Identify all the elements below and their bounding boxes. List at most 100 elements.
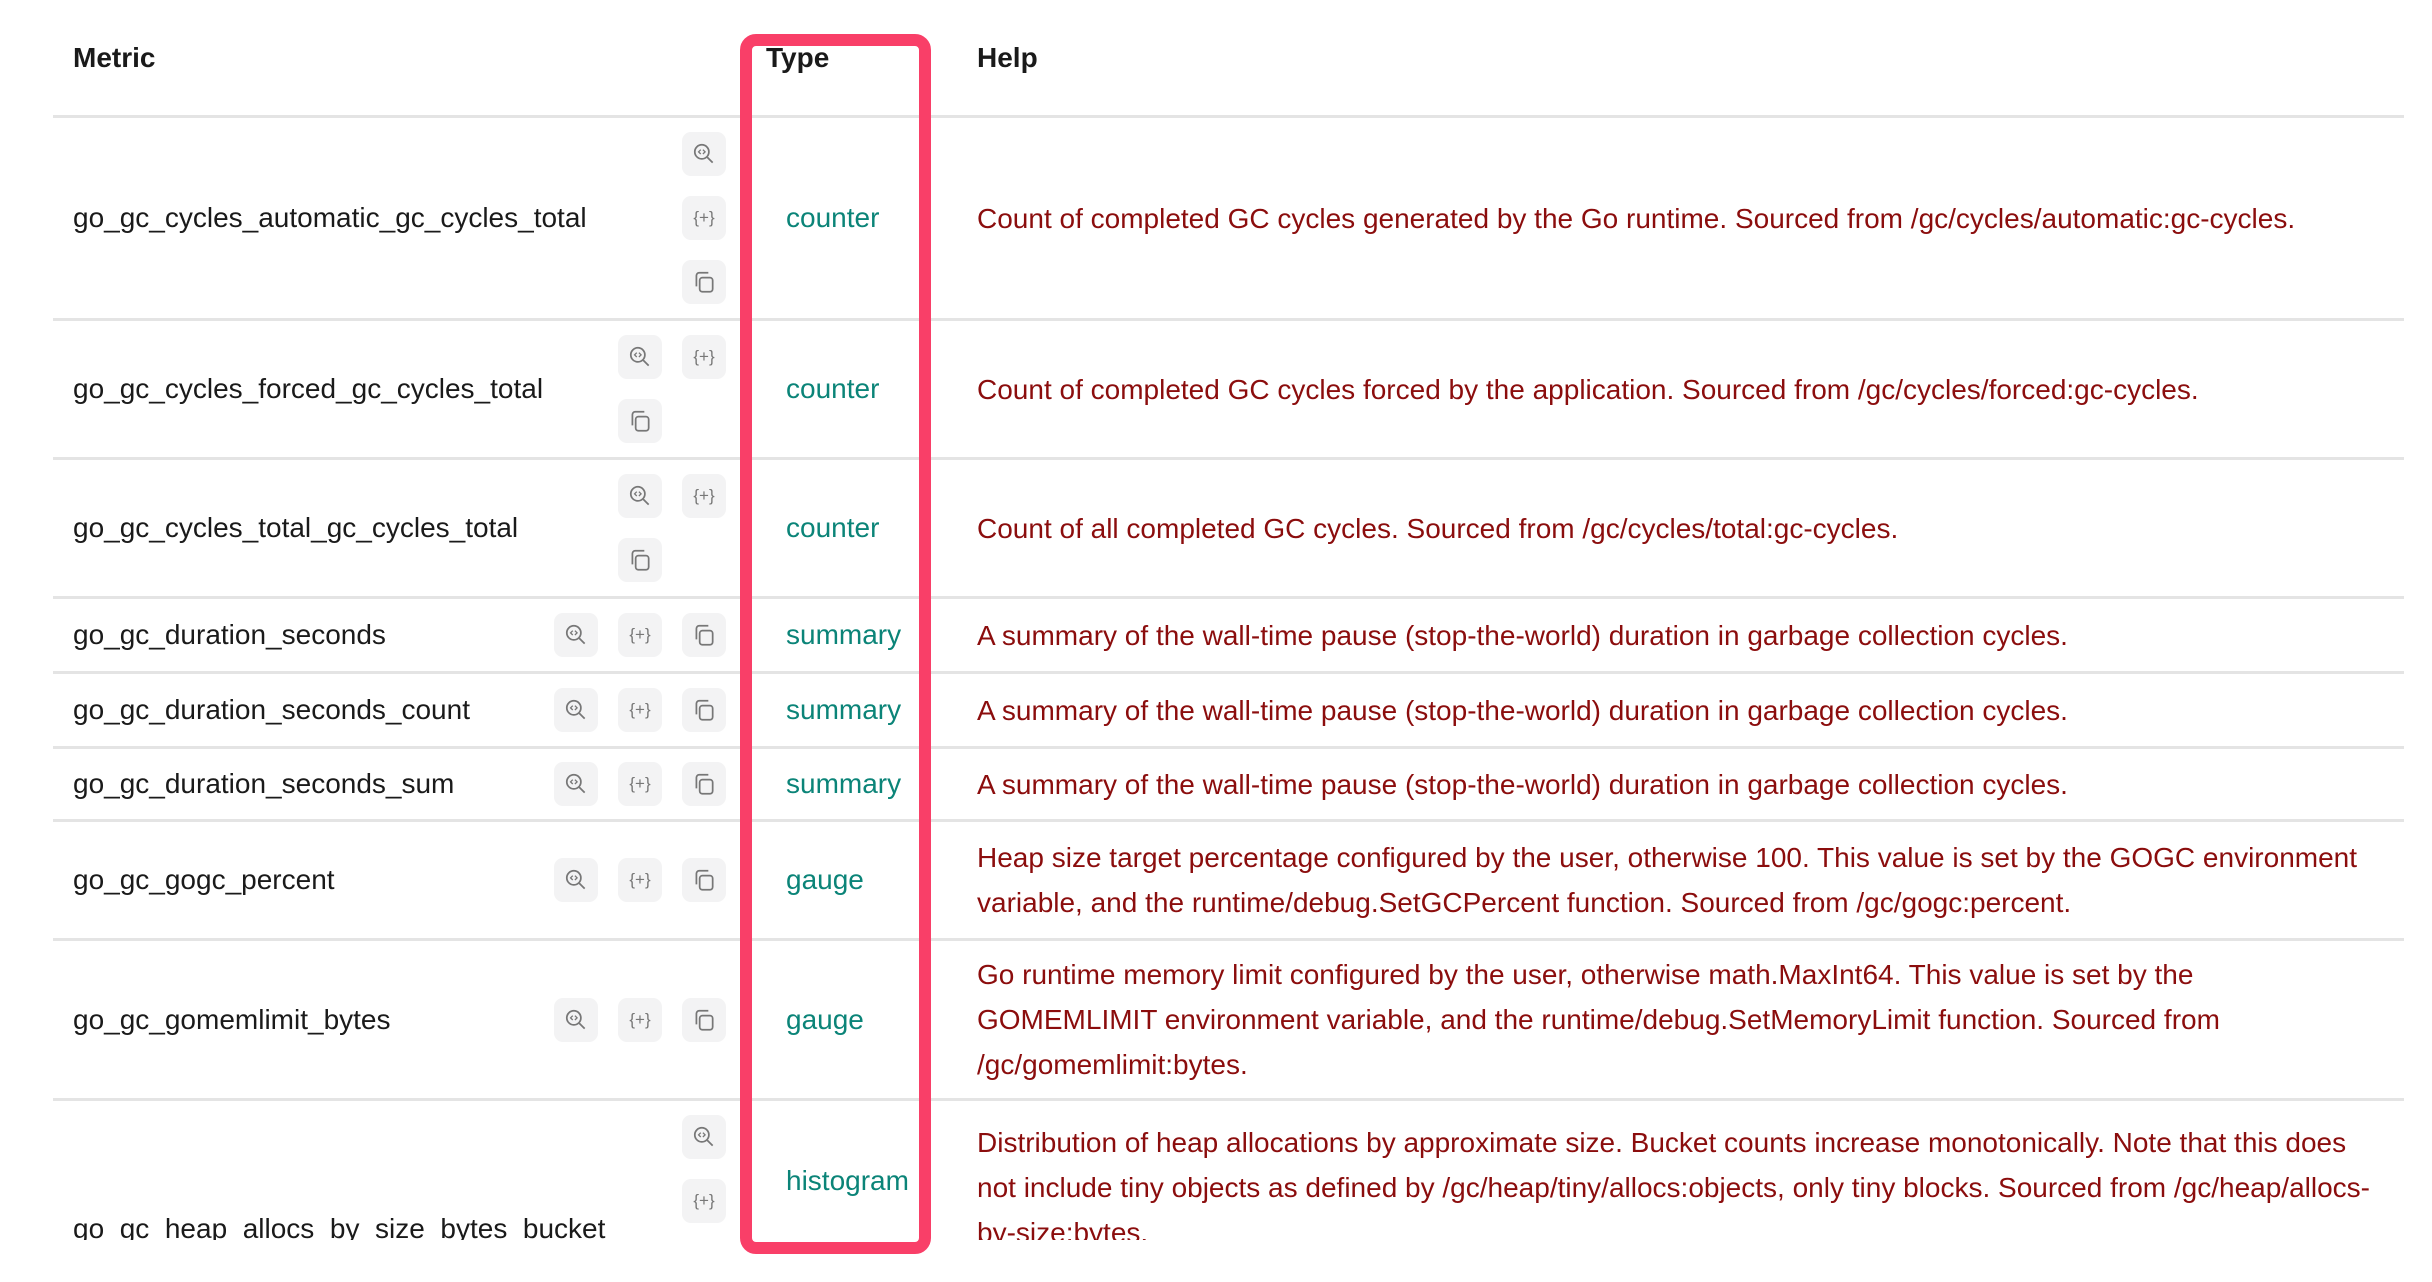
add-to-query-button[interactable]: {+} [618,613,662,657]
row-actions: {+} [554,762,726,806]
copy-icon [631,549,650,571]
metric-help: Distribution of heap allocations by appr… [977,1127,2370,1240]
metric-name[interactable]: go_gc_cycles_forced_gc_cycles_total [73,373,544,404]
metric-type: counter [786,512,880,543]
metric-name[interactable]: go_gc_heap_allocs_by_size_bytes_bucket [73,1212,606,1241]
row-actions: {+} [554,997,726,1042]
metric-type: counter [786,202,880,233]
explore-query-icon [629,485,650,506]
metric-cell: go_gc_duration_seconds_count {+} [53,688,740,732]
table-row: go_gc_duration_seconds {+} summary A sum… [53,599,2404,674]
metric-name[interactable]: go_gc_cycles_total_gc_cycles_total [73,512,519,543]
explore-query-icon [565,624,586,645]
row-actions: {+} [682,1115,726,1240]
copy-icon [695,271,714,293]
add-to-query-button[interactable]: {+} [618,688,662,732]
metric-name[interactable]: go_gc_duration_seconds_sum [73,768,455,799]
explore-query-button[interactable] [554,762,598,806]
add-to-query-button[interactable]: {+} [618,762,662,806]
copy-icon [695,1009,714,1031]
explore-query-button[interactable] [554,858,598,902]
metric-name[interactable]: go_gc_gogc_percent [73,864,335,895]
copy-button[interactable] [682,688,726,732]
copy-icon [631,410,650,432]
explore-query-button[interactable] [618,335,662,379]
metric-cell: go_gc_heap_allocs_by_size_bytes_bucket {… [53,1115,740,1240]
metric-cell: go_gc_cycles_automatic_gc_cycles_total {… [53,132,740,304]
explore-query-icon [565,699,586,720]
metrics-table: Metric Type Help go_gc_cycles_automatic_… [53,0,2404,1240]
table-header: Metric Type Help [53,0,2404,118]
copy-button[interactable] [618,399,662,443]
explore-query-button[interactable] [554,613,598,657]
explore-query-button[interactable] [618,474,662,518]
metric-help: A summary of the wall-time pause (stop-t… [977,768,2068,800]
metric-help: A summary of the wall-time pause (stop-t… [977,619,2068,651]
metric-cell: go_gc_gomemlimit_bytes {+} [53,997,740,1042]
add-to-query-button[interactable]: {+} [682,1179,726,1223]
metric-type: summary [786,694,902,725]
row-actions: {+} [554,613,726,657]
table-row: go_gc_duration_seconds_count {+} summary… [53,674,2404,749]
explore-query-icon [565,1009,586,1029]
table-row: go_gc_duration_seconds_sum {+} summary A… [53,749,2404,822]
copy-button[interactable] [682,858,726,902]
add-to-query-button[interactable]: {+} [682,474,726,518]
add-to-query-icon: {+} [693,347,715,366]
add-to-query-button[interactable]: {+} [682,196,726,240]
copy-icon [695,869,714,891]
add-to-query-icon: {+} [629,1009,651,1029]
metric-help: Go runtime memory limit configured by th… [977,959,2220,1080]
copy-button[interactable] [682,260,726,304]
add-to-query-button[interactable]: {+} [682,335,726,379]
metric-type: gauge [786,1003,864,1035]
table-row: go_gc_cycles_total_gc_cycles_total {+} c… [53,460,2404,599]
metric-cell: go_gc_duration_seconds_sum {+} [53,762,740,806]
header-type[interactable]: Type [766,41,830,73]
metric-type: histogram [786,1165,909,1196]
explore-query-button[interactable] [682,1115,726,1159]
copy-button[interactable] [682,997,726,1042]
metric-help: Count of all completed GC cycles. Source… [977,512,1899,544]
copy-button[interactable] [618,538,662,582]
explore-query-button[interactable] [554,997,598,1042]
metric-help: A summary of the wall-time pause (stop-t… [977,694,2068,726]
explore-query-icon [693,143,714,164]
copy-icon [695,773,714,795]
table-row: go_gc_heap_allocs_by_size_bytes_bucket {… [53,1101,2404,1240]
metric-name[interactable]: go_gc_duration_seconds_count [73,694,470,725]
copy-button[interactable] [682,613,726,657]
add-to-query-icon: {+} [629,700,651,719]
metric-type: summary [786,619,902,650]
add-to-query-icon: {+} [693,1191,715,1210]
metric-cell: go_gc_duration_seconds {+} [53,613,740,657]
add-to-query-button[interactable]: {+} [618,858,662,902]
metric-help: Heap size target percentage configured b… [977,842,2358,918]
add-to-query-button[interactable]: {+} [618,997,662,1042]
metric-help: Count of completed GC cycles generated b… [977,202,2296,234]
add-to-query-icon: {+} [693,486,715,505]
header-help[interactable]: Help [977,42,1038,73]
metric-type: summary [786,768,902,799]
explore-query-button[interactable] [554,688,598,732]
add-to-query-icon: {+} [693,208,715,227]
metric-name[interactable]: go_gc_cycles_automatic_gc_cycles_total [73,202,587,233]
metric-name[interactable]: go_gc_duration_seconds [73,619,386,650]
metric-help: Count of completed GC cycles forced by t… [977,373,2199,405]
add-to-query-icon: {+} [629,625,651,644]
metric-type: counter [786,373,880,404]
table-row: go_gc_gomemlimit_bytes {+} gauge Go runt… [53,941,2404,1101]
explore-query-icon [629,346,650,367]
header-metric[interactable]: Metric [73,41,156,73]
table-row: go_gc_gogc_percent {+} gauge Heap size t… [53,822,2404,941]
metric-cell: go_gc_cycles_total_gc_cycles_total {+} [53,474,740,582]
row-actions: {+} [554,858,726,902]
copy-button[interactable] [682,762,726,806]
row-actions: {+} [682,132,726,304]
metric-name[interactable]: go_gc_gomemlimit_bytes [73,1003,391,1035]
metric-type: gauge [786,864,864,895]
explore-query-icon [693,1126,714,1147]
explore-query-button[interactable] [682,132,726,176]
copy-icon [695,699,714,721]
add-to-query-icon: {+} [629,870,651,889]
